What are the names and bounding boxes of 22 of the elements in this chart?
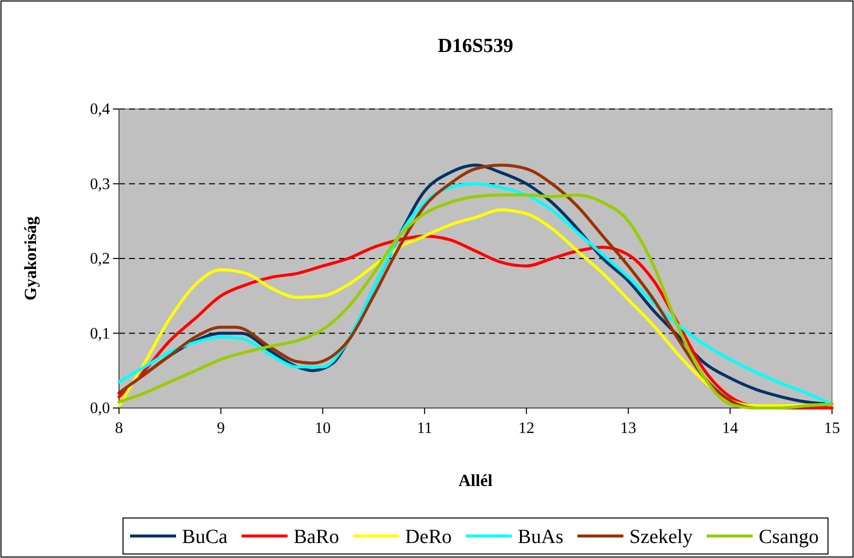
legend-label: DeRo (405, 526, 452, 548)
x-tick-label: 9 (216, 420, 225, 437)
legend-label: Szekely (629, 526, 693, 548)
y-tick-label: 0,0 (90, 400, 110, 418)
y-tick-label: 0,4 (90, 101, 110, 118)
y-axis-title: Gyakoriság (21, 216, 40, 301)
legend-label: BaRo (294, 526, 340, 548)
legend-label: BuAs (518, 526, 564, 548)
x-tick-label: 15 (824, 420, 840, 437)
x-tick-label: 8 (115, 420, 123, 437)
x-tick-label: 14 (722, 420, 738, 437)
y-tick-label: 0,1 (90, 325, 110, 342)
x-tick-label: 13 (620, 420, 636, 437)
x-axis-title: Allél (458, 471, 493, 490)
x-tick-label: 11 (416, 420, 432, 437)
x-tick-label: 10 (314, 420, 331, 437)
y-tick-label: 0,2 (90, 250, 110, 268)
chart-title: D16S539 (438, 35, 514, 57)
y-tick-label: 0,3 (90, 176, 110, 193)
legend-label: BuCa (182, 526, 228, 548)
legend-label: Csango (758, 526, 819, 548)
x-tick-label: 12 (518, 420, 534, 437)
